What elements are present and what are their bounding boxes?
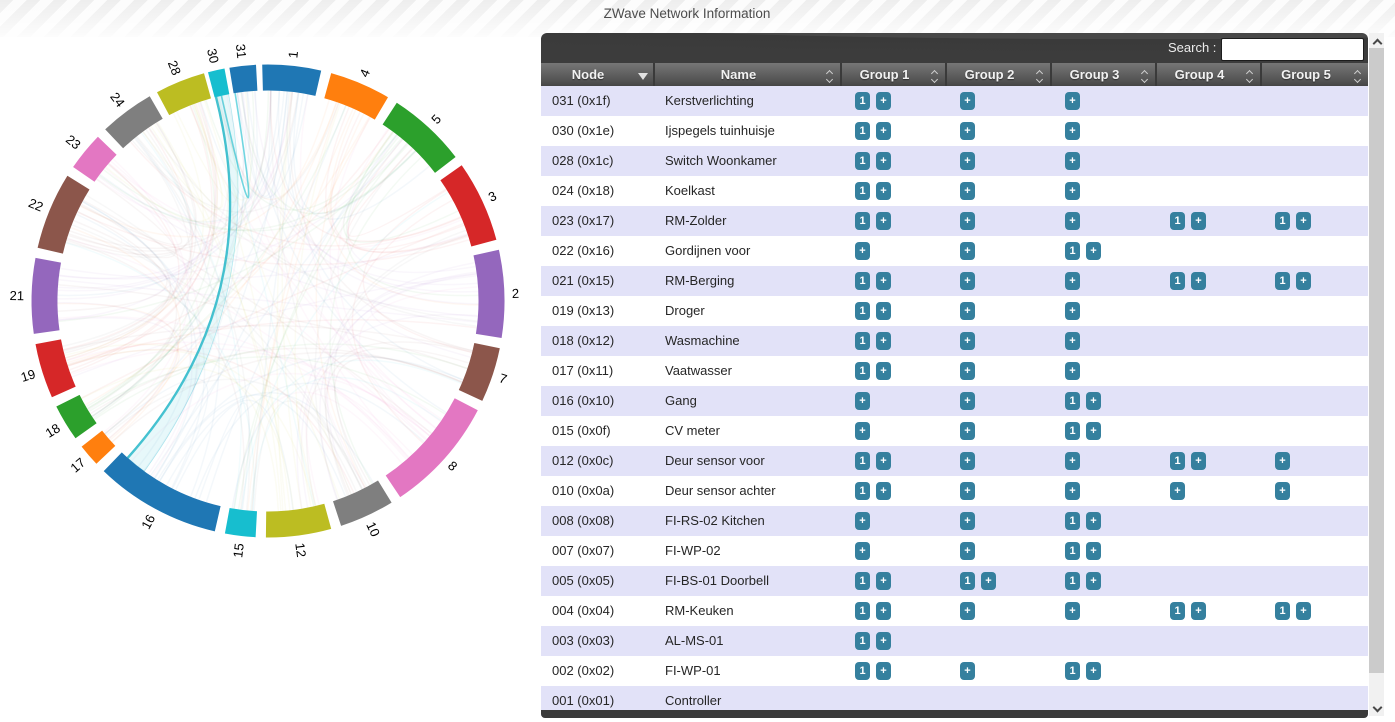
svg-text:1: 1	[285, 50, 301, 59]
svg-text:5: 5	[428, 111, 444, 126]
svg-text:30: 30	[204, 47, 222, 64]
svg-text:18: 18	[43, 420, 63, 440]
svg-text:21: 21	[9, 288, 24, 303]
svg-text:22: 22	[26, 195, 45, 214]
svg-text:2: 2	[512, 286, 520, 301]
svg-text:28: 28	[165, 58, 184, 77]
svg-text:7: 7	[497, 370, 509, 387]
svg-text:17: 17	[67, 455, 88, 476]
svg-text:31: 31	[233, 43, 249, 59]
svg-text:8: 8	[445, 458, 460, 474]
svg-text:12: 12	[292, 542, 309, 558]
svg-text:15: 15	[230, 542, 247, 558]
svg-text:10: 10	[363, 519, 383, 538]
svg-text:23: 23	[63, 132, 84, 153]
svg-text:4: 4	[356, 67, 373, 80]
svg-text:24: 24	[107, 89, 128, 110]
svg-text:16: 16	[138, 512, 158, 532]
svg-text:3: 3	[486, 188, 499, 205]
svg-text:19: 19	[19, 366, 37, 385]
